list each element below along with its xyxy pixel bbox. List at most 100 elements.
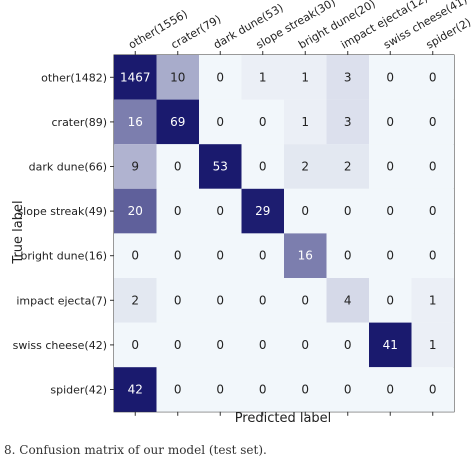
heatmap-cell bbox=[114, 99, 157, 145]
cell-value-label: 0 bbox=[174, 383, 182, 397]
cell-value-label: 0 bbox=[216, 249, 224, 263]
cell-value-label: 0 bbox=[131, 338, 139, 352]
cell-value-label: 0 bbox=[216, 204, 224, 218]
cell-value-label: 16 bbox=[128, 115, 143, 129]
heatmap-cell bbox=[326, 55, 369, 100]
heatmap-cell bbox=[199, 188, 242, 234]
cell-value-label: 0 bbox=[429, 160, 437, 174]
heatmap-cell bbox=[326, 99, 369, 145]
cell-value-label: 0 bbox=[216, 338, 224, 352]
heatmap-cell bbox=[156, 233, 199, 278]
cell-value-label: 0 bbox=[216, 383, 224, 397]
cell-value-label: 0 bbox=[174, 293, 182, 307]
heatmap-cell bbox=[199, 367, 242, 412]
cell-value-label: 0 bbox=[259, 383, 267, 397]
heatmap-cell bbox=[114, 144, 157, 189]
heatmap-cell bbox=[241, 233, 284, 278]
heatmap-cell bbox=[369, 55, 412, 100]
heatmap-cell bbox=[369, 278, 412, 323]
heatmap-cell bbox=[326, 278, 369, 323]
heatmap-cell bbox=[241, 144, 284, 189]
heatmap-cell bbox=[326, 233, 369, 278]
heatmap-cell bbox=[326, 367, 369, 412]
heatmap-cell bbox=[114, 55, 157, 100]
cell-value-label: 0 bbox=[259, 249, 267, 263]
cell-value-label: 3 bbox=[344, 115, 352, 129]
cell-value-label: 0 bbox=[259, 160, 267, 174]
heatmap-cell bbox=[241, 322, 284, 368]
heatmap-cell bbox=[114, 322, 157, 368]
cell-value-label: 0 bbox=[386, 204, 394, 218]
cell-value-label: 0 bbox=[301, 293, 309, 307]
cell-value-label: 0 bbox=[174, 249, 182, 263]
heatmap-cell bbox=[199, 144, 242, 189]
heatmap-cell bbox=[156, 55, 199, 100]
heatmap-cell bbox=[199, 55, 242, 100]
y-tick-label: slope streak(49) bbox=[17, 205, 107, 218]
cell-value-label: 1 bbox=[429, 338, 437, 352]
cell-value-label: 0 bbox=[259, 293, 267, 307]
y-axis-title: True label bbox=[11, 200, 26, 264]
x-tick-label: dark dune(53) bbox=[211, 1, 285, 51]
heatmap-cell bbox=[114, 278, 157, 323]
heatmap-cell bbox=[411, 322, 454, 368]
cell-value-label: 16 bbox=[298, 249, 313, 263]
x-axis-title: Predicted label bbox=[235, 411, 332, 426]
heatmap-cell bbox=[284, 322, 327, 368]
cell-value-label: 0 bbox=[174, 160, 182, 174]
cell-value-label: 1 bbox=[259, 70, 267, 84]
heatmap-cell bbox=[284, 367, 327, 412]
y-tick-label: spider(42) bbox=[50, 384, 107, 397]
cell-value-label: 1 bbox=[429, 293, 437, 307]
heatmap-cell bbox=[156, 367, 199, 412]
heatmap-cell bbox=[284, 99, 327, 145]
cell-value-label: 0 bbox=[131, 249, 139, 263]
heatmap-cell bbox=[326, 322, 369, 368]
cell-value-label: 0 bbox=[301, 204, 309, 218]
cell-value-label: 0 bbox=[216, 115, 224, 129]
y-tick-label: swiss cheese(42) bbox=[13, 339, 107, 352]
cell-value-label: 0 bbox=[344, 249, 352, 263]
y-tick-label: dark dune(66) bbox=[29, 161, 107, 174]
heatmap-cell bbox=[369, 322, 412, 368]
heatmap-cell bbox=[199, 322, 242, 368]
cell-value-label: 0 bbox=[429, 115, 437, 129]
cell-value-label: 0 bbox=[174, 338, 182, 352]
cell-value-label: 0 bbox=[386, 383, 394, 397]
heatmap-cell bbox=[284, 144, 327, 189]
y-tick-label: bright dune(16) bbox=[20, 250, 107, 263]
heatmap-cell bbox=[241, 99, 284, 145]
cell-value-label: 0 bbox=[259, 115, 267, 129]
cell-value-label: 0 bbox=[429, 249, 437, 263]
cell-value-label: 10 bbox=[170, 70, 185, 84]
heatmap-cell bbox=[156, 322, 199, 368]
heatmap-cell bbox=[369, 367, 412, 412]
heatmap-cell bbox=[284, 233, 327, 278]
heatmap-cell bbox=[326, 144, 369, 189]
cell-value-label: 0 bbox=[301, 338, 309, 352]
cell-value-label: 1467 bbox=[120, 70, 151, 84]
cell-value-label: 4 bbox=[344, 293, 352, 307]
cell-value-label: 0 bbox=[301, 383, 309, 397]
y-tick-label: impact ejecta(7) bbox=[16, 294, 107, 307]
cell-value-label: 0 bbox=[429, 383, 437, 397]
cell-value-label: 0 bbox=[216, 293, 224, 307]
heatmap-cell bbox=[326, 188, 369, 234]
heatmap-cell bbox=[411, 144, 454, 189]
cell-value-label: 0 bbox=[174, 204, 182, 218]
heatmap-cell bbox=[114, 233, 157, 278]
cell-value-label: 0 bbox=[216, 70, 224, 84]
cell-value-label: 9 bbox=[131, 160, 139, 174]
heatmap-cell bbox=[369, 144, 412, 189]
cell-value-label: 0 bbox=[386, 293, 394, 307]
cell-value-label: 0 bbox=[344, 204, 352, 218]
cell-value-label: 0 bbox=[344, 383, 352, 397]
cell-value-label: 29 bbox=[255, 204, 270, 218]
cell-value-label: 42 bbox=[128, 383, 143, 397]
cell-value-label: 41 bbox=[383, 338, 398, 352]
heatmap-cell bbox=[411, 99, 454, 145]
heatmap-cell bbox=[114, 367, 157, 412]
heatmap-cell bbox=[411, 55, 454, 100]
figure-caption: 8. Confusion matrix of our model (test s… bbox=[4, 443, 267, 457]
heatmap-cell bbox=[411, 278, 454, 323]
